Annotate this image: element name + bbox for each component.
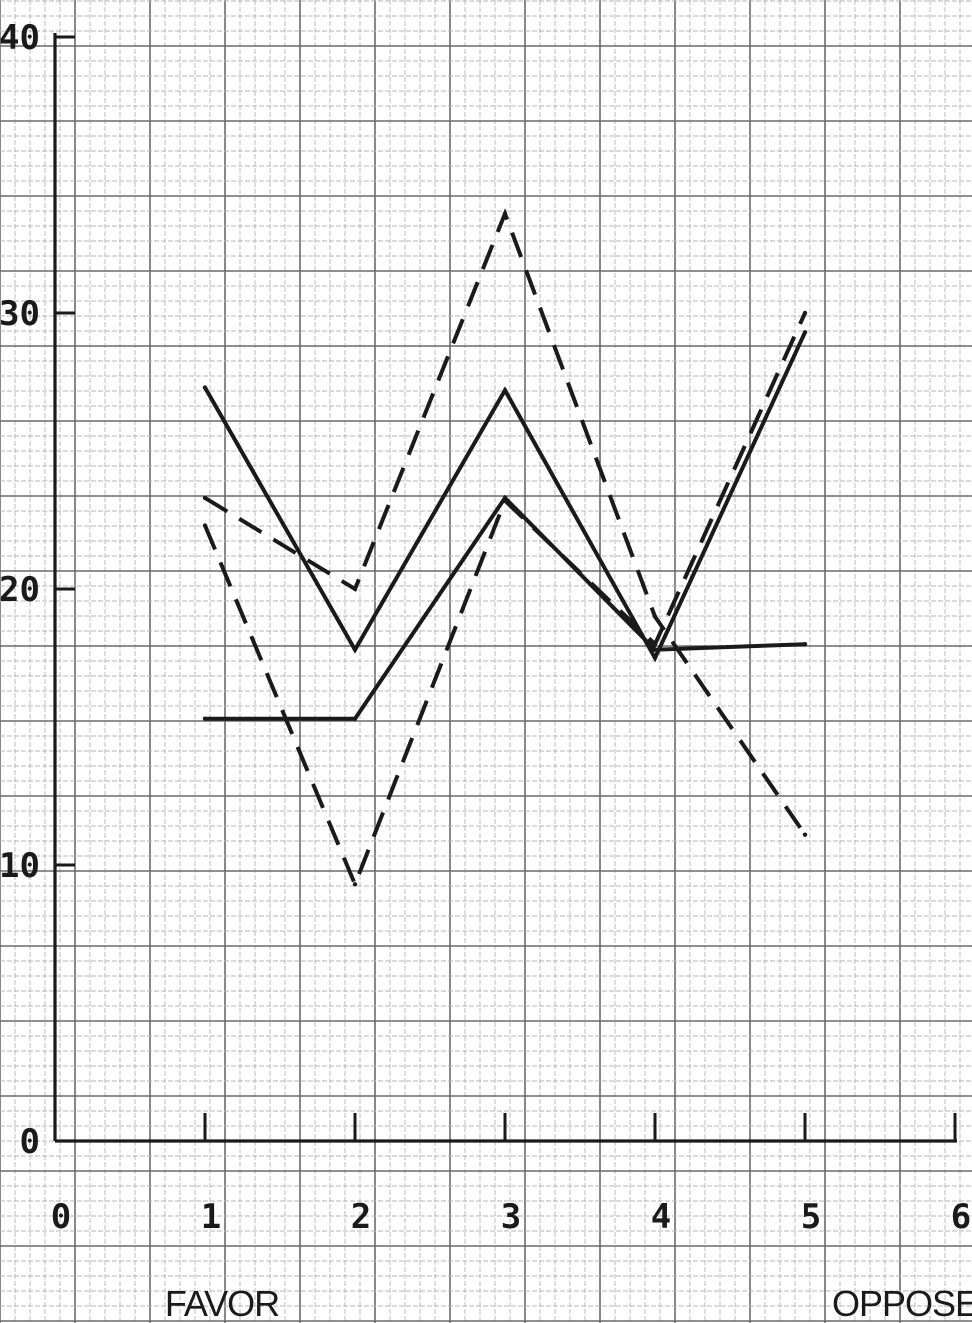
series-1-point [502, 388, 508, 393]
chart-axes: 0 10 20 30 40 0 1 2 3 4 5 6 [0, 18, 971, 1237]
series-1-point [802, 330, 808, 335]
series-4-point [802, 310, 808, 316]
series-2-point [652, 647, 658, 652]
series-2-point [802, 642, 808, 647]
series-3-point [652, 614, 658, 619]
y-tick-label: 20 [0, 570, 40, 610]
series-1-point [652, 655, 658, 661]
x-tick-label: 2 [351, 1197, 371, 1237]
series-3-point [352, 586, 358, 592]
chart-series [202, 208, 808, 890]
series-1-point [352, 647, 358, 652]
x-tick-label: 4 [651, 1197, 671, 1237]
series-4-point [502, 498, 508, 503]
series-4-point [202, 523, 208, 528]
series-2-point [352, 716, 358, 721]
x-tick-label: 3 [501, 1197, 521, 1237]
series-4-point [652, 642, 658, 647]
x-axis-right-label: OPPOSE [832, 1283, 972, 1323]
x-tick-label: 5 [801, 1197, 821, 1237]
y-tick-label: 30 [0, 294, 40, 334]
series-3-point [802, 832, 808, 837]
series-3-point [202, 495, 208, 501]
series-line-4 [203, 312, 807, 890]
x-tick-label: 1 [201, 1197, 221, 1237]
series-1-point [202, 385, 208, 390]
x-tick-label: 6 [951, 1197, 971, 1237]
series-2-point [202, 716, 208, 721]
x-axis-left-label: FAVOR [165, 1283, 279, 1323]
series-3-point [502, 211, 508, 216]
x-tick-label: 0 [51, 1197, 71, 1237]
series-4-point [352, 882, 358, 887]
chart-labels: FAVOR OPPOSE [165, 1283, 972, 1323]
y-tick-label: 40 [0, 18, 40, 58]
y-tick-label: 0 [20, 1122, 40, 1162]
y-tick-label: 10 [0, 846, 40, 886]
